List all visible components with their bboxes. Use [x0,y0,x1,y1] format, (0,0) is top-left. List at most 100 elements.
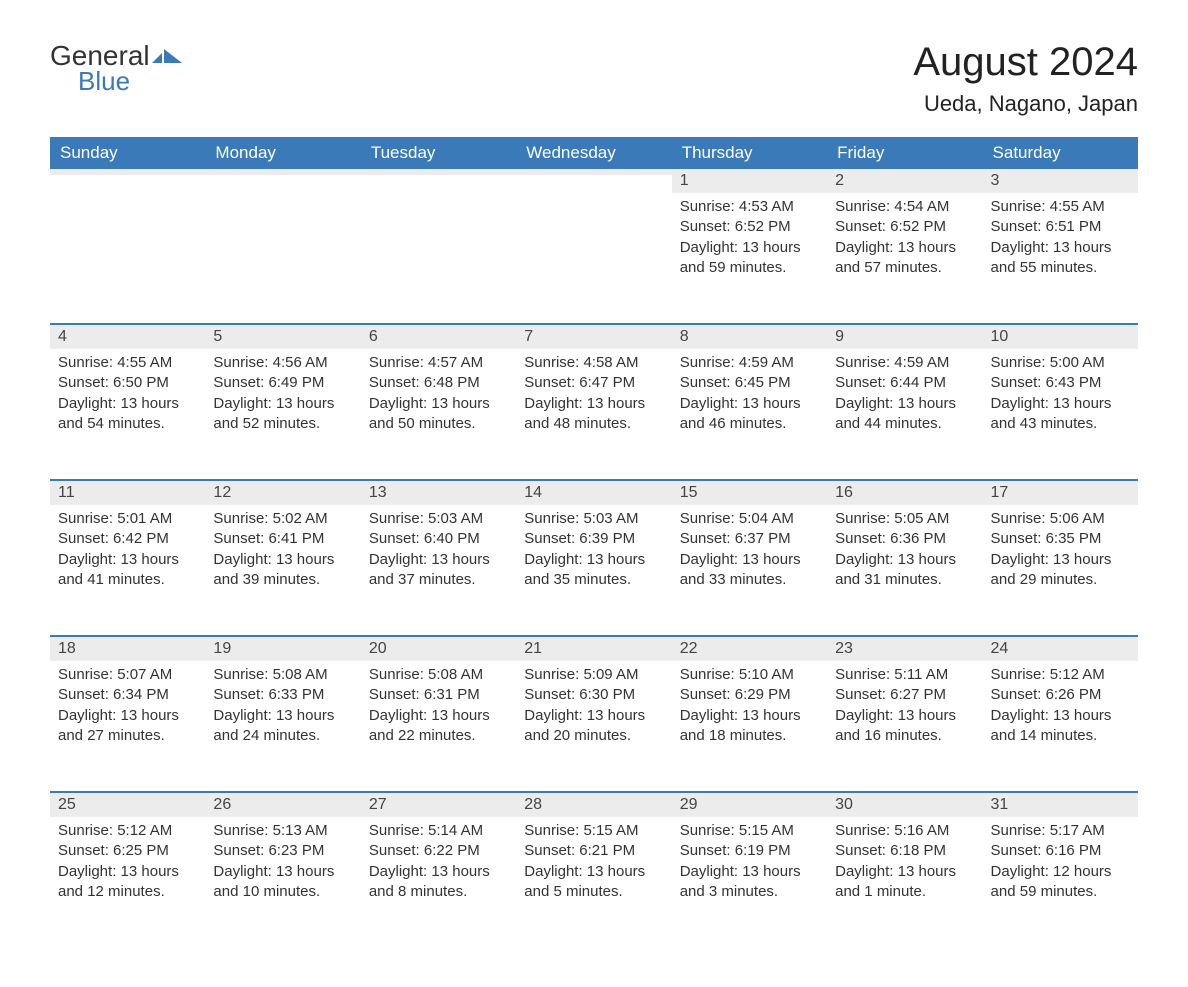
daylight-text: Daylight: 13 hours and 46 minutes. [680,394,819,435]
day-number-cell: 16 [827,479,982,505]
day-body-cell [50,193,205,323]
day-number-cell: 13 [361,479,516,505]
day-body [50,193,205,213]
sunrise-text: Sunrise: 4:58 AM [524,353,663,373]
day-number: 4 [50,323,205,349]
day-number-cell [205,169,360,193]
day-body-cell: Sunrise: 5:12 AMSunset: 6:26 PMDaylight:… [983,661,1138,791]
sunrise-text: Sunrise: 5:03 AM [369,509,508,529]
day-body [205,193,360,213]
week-body-row: Sunrise: 4:53 AMSunset: 6:52 PMDaylight:… [50,193,1138,323]
day-body: Sunrise: 5:16 AMSunset: 6:18 PMDaylight:… [827,817,982,918]
day-number: 27 [361,791,516,817]
day-header-row: Sunday Monday Tuesday Wednesday Thursday… [50,137,1138,169]
day-body-cell: Sunrise: 4:58 AMSunset: 6:47 PMDaylight:… [516,349,671,479]
day-number: 11 [50,479,205,505]
day-body-cell: Sunrise: 5:15 AMSunset: 6:19 PMDaylight:… [672,817,827,947]
header: General Blue August 2024 Ueda, Nagano, J… [50,40,1138,117]
sunset-text: Sunset: 6:45 PM [680,373,819,393]
sunset-text: Sunset: 6:21 PM [524,841,663,861]
day-body-cell: Sunrise: 5:01 AMSunset: 6:42 PMDaylight:… [50,505,205,635]
day-number-cell: 26 [205,791,360,817]
day-body-cell: Sunrise: 4:59 AMSunset: 6:45 PMDaylight:… [672,349,827,479]
week-daynum-row: 45678910 [50,323,1138,349]
day-number: 8 [672,323,827,349]
sunset-text: Sunset: 6:26 PM [991,685,1130,705]
day-number [516,169,671,175]
day-number-cell: 12 [205,479,360,505]
daylight-text: Daylight: 13 hours and 55 minutes. [991,238,1130,279]
day-body-cell: Sunrise: 4:53 AMSunset: 6:52 PMDaylight:… [672,193,827,323]
day-header: Tuesday [361,137,516,169]
day-number-cell: 6 [361,323,516,349]
sunrise-text: Sunrise: 5:02 AM [213,509,352,529]
daylight-text: Daylight: 13 hours and 41 minutes. [58,550,197,591]
day-body: Sunrise: 5:06 AMSunset: 6:35 PMDaylight:… [983,505,1138,606]
sunrise-text: Sunrise: 5:11 AM [835,665,974,685]
day-number: 22 [672,635,827,661]
week-daynum-row: 123 [50,169,1138,193]
day-number-cell: 29 [672,791,827,817]
sunset-text: Sunset: 6:40 PM [369,529,508,549]
calendar-table: Sunday Monday Tuesday Wednesday Thursday… [50,137,1138,947]
day-number: 16 [827,479,982,505]
day-number-cell: 5 [205,323,360,349]
sunset-text: Sunset: 6:19 PM [680,841,819,861]
sunset-text: Sunset: 6:41 PM [213,529,352,549]
day-number-cell: 18 [50,635,205,661]
day-body: Sunrise: 5:04 AMSunset: 6:37 PMDaylight:… [672,505,827,606]
day-number: 2 [827,169,982,193]
day-number-cell: 24 [983,635,1138,661]
day-body-cell: Sunrise: 5:03 AMSunset: 6:40 PMDaylight:… [361,505,516,635]
day-number-cell [516,169,671,193]
sunrise-text: Sunrise: 5:16 AM [835,821,974,841]
day-body-cell: Sunrise: 5:10 AMSunset: 6:29 PMDaylight:… [672,661,827,791]
day-body: Sunrise: 5:08 AMSunset: 6:31 PMDaylight:… [361,661,516,762]
week-body-row: Sunrise: 4:55 AMSunset: 6:50 PMDaylight:… [50,349,1138,479]
day-body: Sunrise: 5:12 AMSunset: 6:26 PMDaylight:… [983,661,1138,762]
day-number-cell: 30 [827,791,982,817]
sunrise-text: Sunrise: 5:15 AM [524,821,663,841]
day-number-cell: 27 [361,791,516,817]
day-body: Sunrise: 4:59 AMSunset: 6:44 PMDaylight:… [827,349,982,450]
sunrise-text: Sunrise: 5:12 AM [991,665,1130,685]
day-number: 20 [361,635,516,661]
day-body: Sunrise: 5:17 AMSunset: 6:16 PMDaylight:… [983,817,1138,918]
day-body-cell: Sunrise: 5:03 AMSunset: 6:39 PMDaylight:… [516,505,671,635]
daylight-text: Daylight: 13 hours and 16 minutes. [835,706,974,747]
day-number: 29 [672,791,827,817]
sunset-text: Sunset: 6:36 PM [835,529,974,549]
sunset-text: Sunset: 6:52 PM [680,217,819,237]
sunset-text: Sunset: 6:51 PM [991,217,1130,237]
day-number-cell: 7 [516,323,671,349]
week-daynum-row: 25262728293031 [50,791,1138,817]
day-body: Sunrise: 4:55 AMSunset: 6:51 PMDaylight:… [983,193,1138,294]
day-body: Sunrise: 5:08 AMSunset: 6:33 PMDaylight:… [205,661,360,762]
day-number-cell: 22 [672,635,827,661]
day-body-cell: Sunrise: 5:06 AMSunset: 6:35 PMDaylight:… [983,505,1138,635]
daylight-text: Daylight: 13 hours and 8 minutes. [369,862,508,903]
day-body-cell: Sunrise: 5:11 AMSunset: 6:27 PMDaylight:… [827,661,982,791]
day-header: Friday [827,137,982,169]
day-number-cell: 19 [205,635,360,661]
day-body-cell: Sunrise: 5:07 AMSunset: 6:34 PMDaylight:… [50,661,205,791]
day-body: Sunrise: 5:15 AMSunset: 6:19 PMDaylight:… [672,817,827,918]
day-number-cell: 21 [516,635,671,661]
sunset-text: Sunset: 6:42 PM [58,529,197,549]
sunrise-text: Sunrise: 5:07 AM [58,665,197,685]
sunrise-text: Sunrise: 5:15 AM [680,821,819,841]
day-body-cell: Sunrise: 4:56 AMSunset: 6:49 PMDaylight:… [205,349,360,479]
week-daynum-row: 11121314151617 [50,479,1138,505]
daylight-text: Daylight: 13 hours and 12 minutes. [58,862,197,903]
day-header: Sunday [50,137,205,169]
day-number-cell: 25 [50,791,205,817]
day-body-cell [361,193,516,323]
day-body-cell: Sunrise: 4:55 AMSunset: 6:50 PMDaylight:… [50,349,205,479]
day-body: Sunrise: 4:56 AMSunset: 6:49 PMDaylight:… [205,349,360,450]
sunrise-text: Sunrise: 5:10 AM [680,665,819,685]
day-number: 14 [516,479,671,505]
daylight-text: Daylight: 12 hours and 59 minutes. [991,862,1130,903]
day-body: Sunrise: 5:03 AMSunset: 6:39 PMDaylight:… [516,505,671,606]
daylight-text: Daylight: 13 hours and 14 minutes. [991,706,1130,747]
day-body-cell [205,193,360,323]
